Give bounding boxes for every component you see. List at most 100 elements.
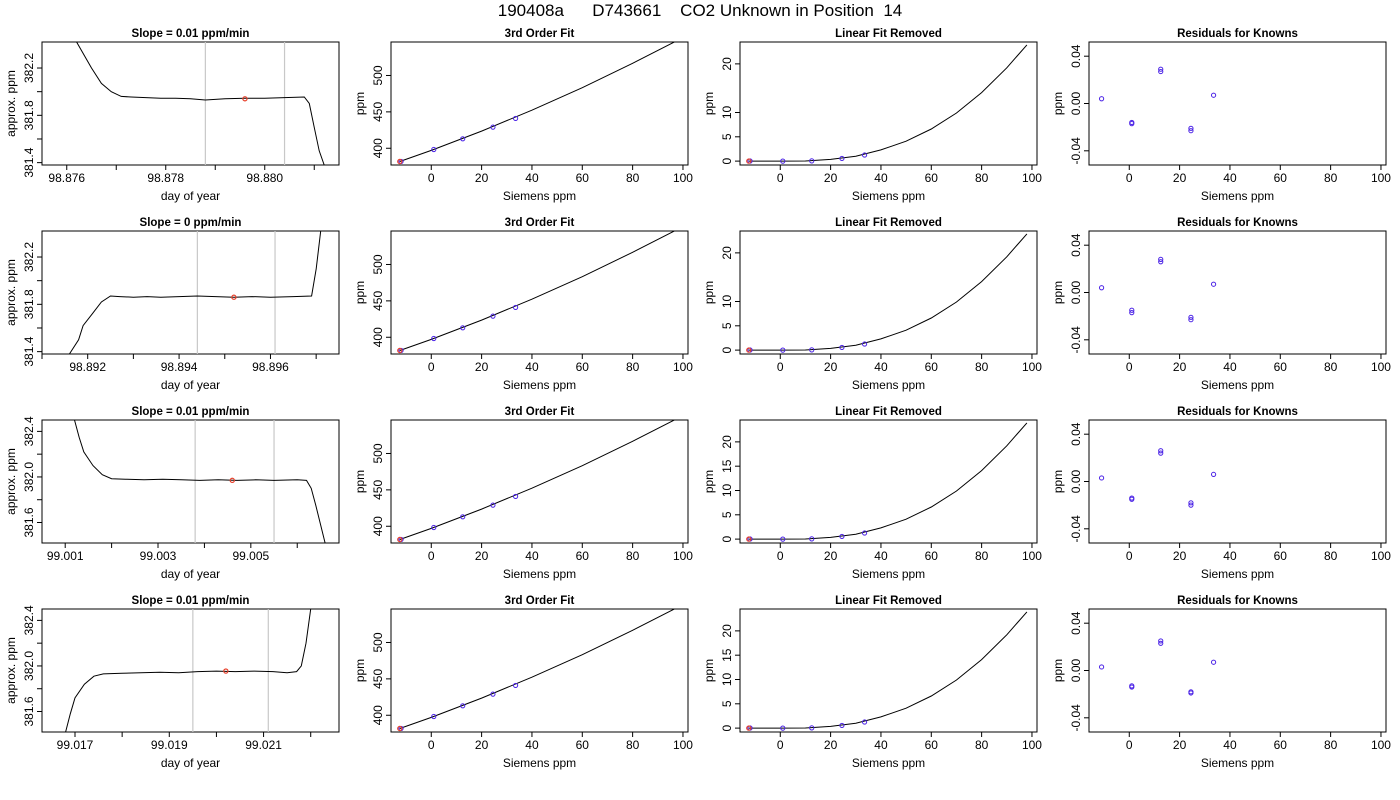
- known-point: [1129, 310, 1135, 316]
- y-tick-label: 382.2: [22, 242, 36, 272]
- known-point: [460, 325, 466, 331]
- known-point: [809, 158, 815, 164]
- x-tick-label: 100: [673, 738, 693, 752]
- plot-frame: [1088, 230, 1387, 355]
- x-tick-label: 20: [475, 549, 489, 563]
- x-tick-label: 98.876: [48, 171, 85, 185]
- y-axis-label: ppm: [353, 470, 367, 493]
- known-point: [431, 713, 437, 720]
- page-title: 190408a D743661 CO2 Unknown in Position …: [497, 1, 903, 20]
- x-tick-label: 20: [475, 171, 489, 185]
- y-axis-label: ppm: [702, 281, 716, 304]
- plot-frame: [41, 419, 340, 544]
- unknown-point: [397, 536, 403, 543]
- y-axis-label: ppm: [702, 92, 716, 115]
- known-point: [512, 304, 519, 311]
- panel-r1-c1: Slope = 0.01 ppm/min 98.876 98.878 98.880 38…: [4, 28, 340, 203]
- x-tick-label: 60: [925, 171, 939, 185]
- x-tick-label: 80: [975, 549, 989, 563]
- panel-r2-c1: Slope = 0 ppm/min 98.892 98.894 98.896 381.4…: [4, 217, 340, 392]
- known-point: [460, 136, 466, 142]
- known-point: [490, 124, 496, 130]
- plot-area: [397, 42, 676, 165]
- x-tick-label: 0: [777, 171, 784, 185]
- x-tick-label: 20: [1173, 360, 1187, 374]
- known-point: [1188, 500, 1194, 506]
- plot-frame: [390, 608, 689, 733]
- x-tick-label: 80: [626, 360, 640, 374]
- x-axis-label: day of year: [161, 378, 220, 392]
- trace-line: [76, 42, 325, 165]
- panel-title: Slope = 0.01 ppm/min: [132, 595, 250, 607]
- x-tick-label: 0: [1126, 171, 1133, 185]
- known-point: [1188, 128, 1194, 134]
- x-tick-label: 80: [1324, 738, 1338, 752]
- x-tick-label: 99.003: [140, 549, 177, 563]
- panel-title: 3rd Order Fit: [505, 217, 575, 229]
- y-tick-label: 381.4: [22, 147, 36, 177]
- plot-area: [65, 609, 312, 732]
- unknown-point: [231, 294, 237, 300]
- x-tick-label: 98.878: [147, 171, 184, 185]
- known-point: [1129, 495, 1135, 501]
- y-tick-label: 450: [371, 102, 385, 122]
- fit-curve: [748, 44, 1028, 162]
- y-axis-label: approx. ppm: [4, 637, 18, 704]
- x-tick-label: 100: [673, 549, 693, 563]
- known-point: [431, 524, 437, 531]
- unknown-point: [746, 725, 752, 731]
- x-tick-label: 40: [874, 171, 888, 185]
- panel-r4-c1: Slope = 0.01 ppm/min 99.017 99.019 99.021 38…: [4, 595, 340, 770]
- x-tick-label: 40: [874, 360, 888, 374]
- x-tick-label: 99.017: [57, 738, 94, 752]
- unknown-point: [746, 347, 752, 353]
- y-tick-label: 10: [720, 483, 734, 497]
- known-point: [861, 341, 868, 347]
- x-axis-label: Siemens ppm: [1201, 378, 1274, 392]
- known-point: [1188, 314, 1194, 320]
- plot-frame: [739, 41, 1038, 166]
- panel-title: 3rd Order Fit: [505, 28, 575, 40]
- x-tick-label: 80: [1324, 171, 1338, 185]
- y-tick-label: 450: [371, 291, 385, 311]
- x-tick-label: 20: [1173, 549, 1187, 563]
- y-tick-label: 5: [720, 700, 734, 707]
- plot-area: [68, 231, 322, 354]
- known-point: [839, 533, 845, 540]
- panel-title: Residuals for Knowns: [1177, 406, 1298, 418]
- known-point: [1210, 92, 1217, 98]
- x-tick-label: 100: [1371, 360, 1391, 374]
- known-point: [780, 536, 786, 542]
- x-tick-label: 100: [1022, 360, 1042, 374]
- y-tick-label: 382.0: [22, 462, 36, 492]
- panel-title: Linear Fit Removed: [835, 217, 942, 229]
- y-tick-label: 10: [720, 672, 734, 686]
- plot-frame: [739, 419, 1038, 544]
- known-point: [1158, 66, 1164, 72]
- x-axis-label: Siemens ppm: [852, 189, 925, 203]
- fit-curve: [399, 609, 676, 729]
- x-tick-label: 98.896: [252, 360, 289, 374]
- x-axis-label: Siemens ppm: [503, 756, 576, 770]
- y-tick-label: 5: [720, 133, 734, 140]
- unknown-point: [223, 668, 229, 674]
- y-axis-label: approx. ppm: [4, 70, 18, 137]
- panel-r4-c4: Residuals for Knowns 0 20 40 60 80 100 -0.04 0.0…: [1051, 595, 1391, 770]
- x-tick-label: 0: [428, 171, 435, 185]
- y-tick-label: 382.0: [22, 651, 36, 681]
- plot-area: [397, 420, 676, 543]
- known-point: [460, 514, 466, 520]
- x-tick-label: 20: [824, 549, 838, 563]
- known-point: [780, 158, 786, 164]
- y-tick-label: -0.04: [1069, 137, 1083, 165]
- panel-r3-c4: Residuals for Knowns 0 20 40 60 80 100 -0.04 0.0…: [1051, 406, 1391, 581]
- known-point: [460, 703, 466, 709]
- plot-area: [397, 231, 676, 354]
- y-tick-label: 20: [720, 57, 734, 71]
- x-tick-label: 99.019: [151, 738, 188, 752]
- known-point: [1188, 502, 1194, 508]
- plot-frame: [41, 608, 340, 733]
- trace-line: [65, 609, 312, 732]
- x-tick-label: 60: [925, 549, 939, 563]
- panel-r4-c3: Linear Fit Removed 0 20 40 60 80 100 0 5 10 15 20 Si…: [702, 595, 1042, 770]
